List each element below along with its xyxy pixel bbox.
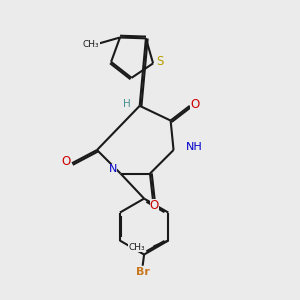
Text: NH: NH (186, 142, 203, 152)
Text: Br: Br (136, 267, 150, 277)
Text: O: O (150, 200, 159, 212)
Text: N: N (109, 164, 117, 174)
Text: H: H (124, 99, 131, 110)
Text: CH₃: CH₃ (128, 243, 145, 252)
Text: S: S (156, 56, 163, 68)
Text: O: O (190, 98, 200, 111)
Text: O: O (61, 155, 71, 168)
Text: CH₃: CH₃ (83, 40, 99, 49)
